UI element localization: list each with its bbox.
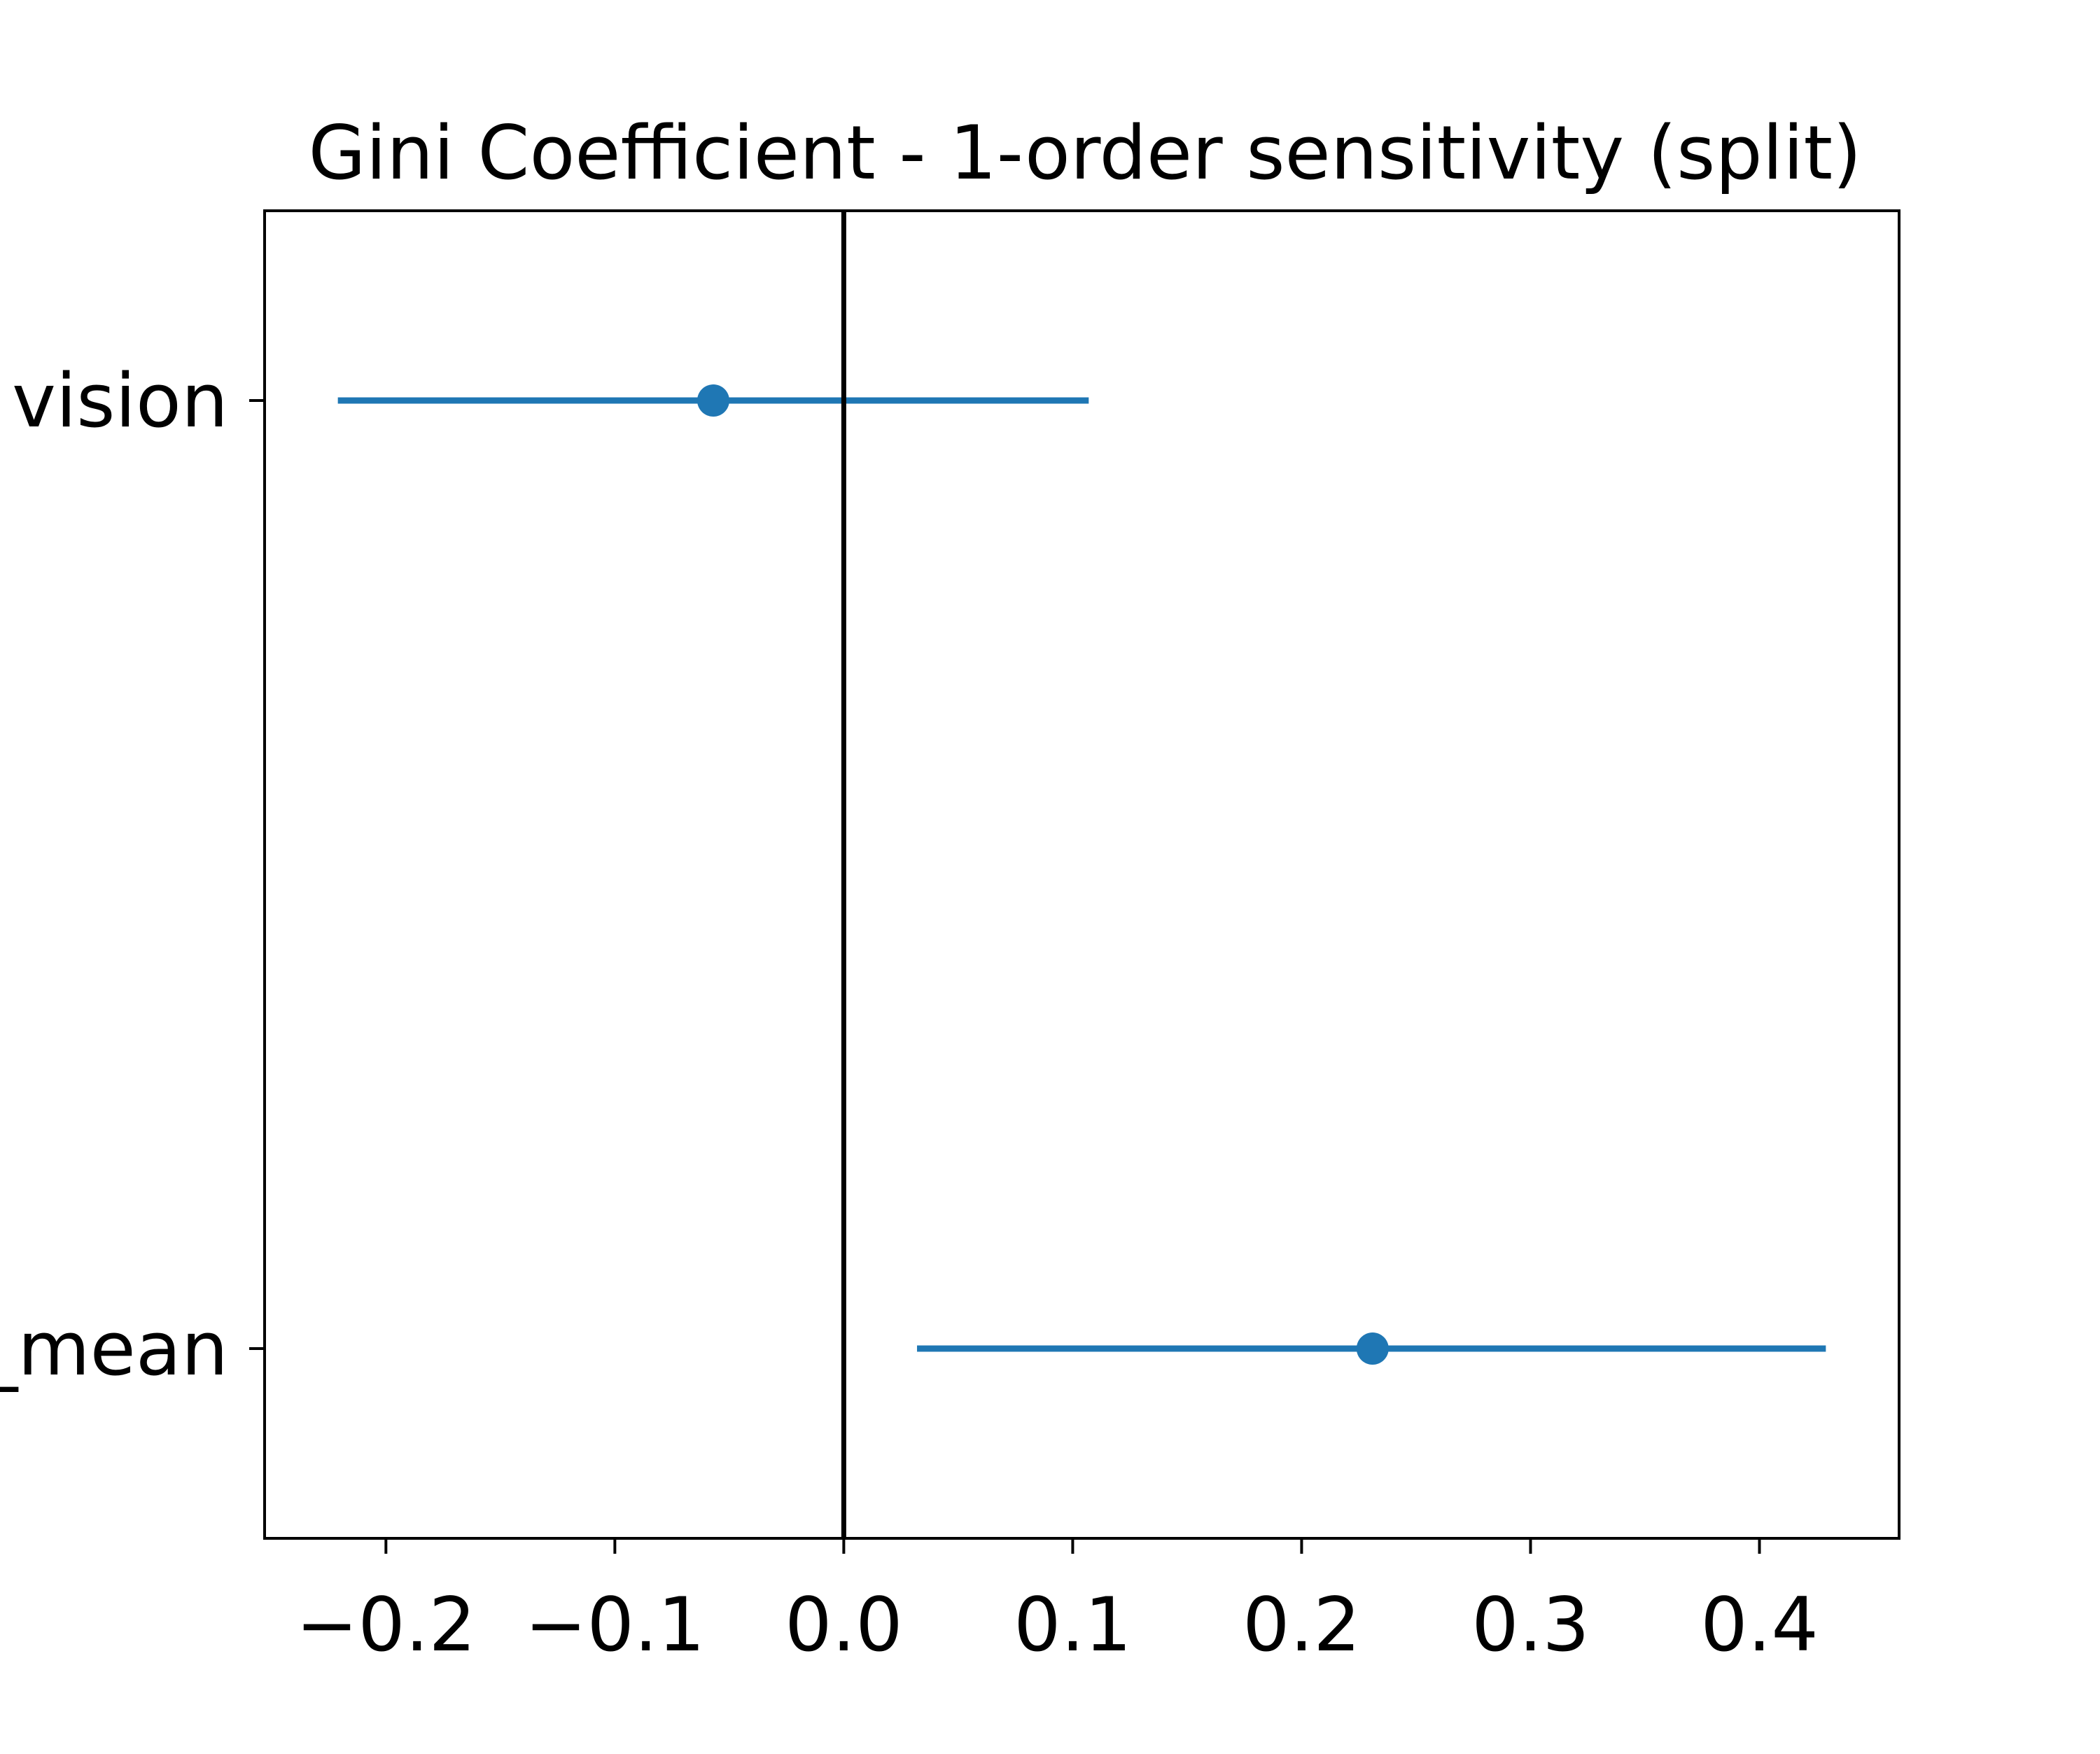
data-point-vision — [696, 384, 729, 417]
y-tick-label: _mean — [0, 1306, 228, 1392]
x-tick-label: 0.4 — [1700, 1582, 1819, 1668]
x-tick-label: −0.2 — [296, 1582, 476, 1668]
plot-frame — [263, 209, 1900, 1540]
x-tick-label: −0.1 — [525, 1582, 705, 1668]
data-point-mean — [1356, 1332, 1389, 1365]
x-tick-label: 0.1 — [1014, 1582, 1132, 1668]
y-tick-label: vision — [12, 358, 228, 444]
x-tick-label: 0.0 — [785, 1582, 903, 1668]
x-tick-label: 0.3 — [1471, 1582, 1590, 1668]
x-tick-label: 0.2 — [1242, 1582, 1361, 1668]
chart-title: Gini Coefficient - 1-order sensitivity (… — [309, 110, 1862, 196]
plot-area: −0.2 −0.1 0.0 0.1 0.2 0.3 0.4 vision _mean — [0, 209, 1900, 1668]
